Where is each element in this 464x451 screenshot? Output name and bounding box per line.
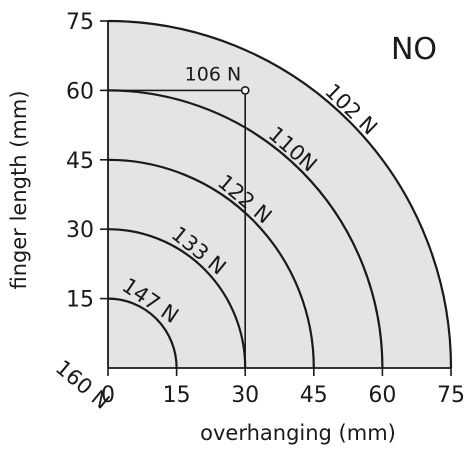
force-arc [107,297,178,369]
x-tick-label: 60 [368,383,396,408]
y-tick-label: 30 [66,218,94,243]
force-arc [107,89,384,369]
x-tick-label: 15 [163,383,191,408]
point-label: 106 N [185,63,242,85]
x-axis-title: overhanging (mm) [200,421,396,445]
x-tick-label: 45 [300,383,328,408]
x-tick-label: 30 [231,383,259,408]
force-arcs [107,19,453,369]
x-tick-label: 75 [437,383,464,408]
y-axis-title: finger length (mm) [7,90,31,289]
y-tick-label: 15 [66,288,94,313]
force-arc [107,228,247,369]
point-guides [108,86,250,368]
x-tick-label: 0 [101,383,115,408]
data-point [240,86,250,95]
corner-label: NO [391,32,437,67]
y-tick-label: 60 [66,79,94,104]
axes: 0 15 30 45 60 75 15 30 45 60 75 overhanging (mm) fin… [7,10,464,445]
y-tick-label: 45 [66,149,94,174]
force-arc [107,158,315,369]
force-arc [107,19,453,369]
y-tick-label: 75 [66,10,94,35]
plot-corner-mask [108,20,452,368]
